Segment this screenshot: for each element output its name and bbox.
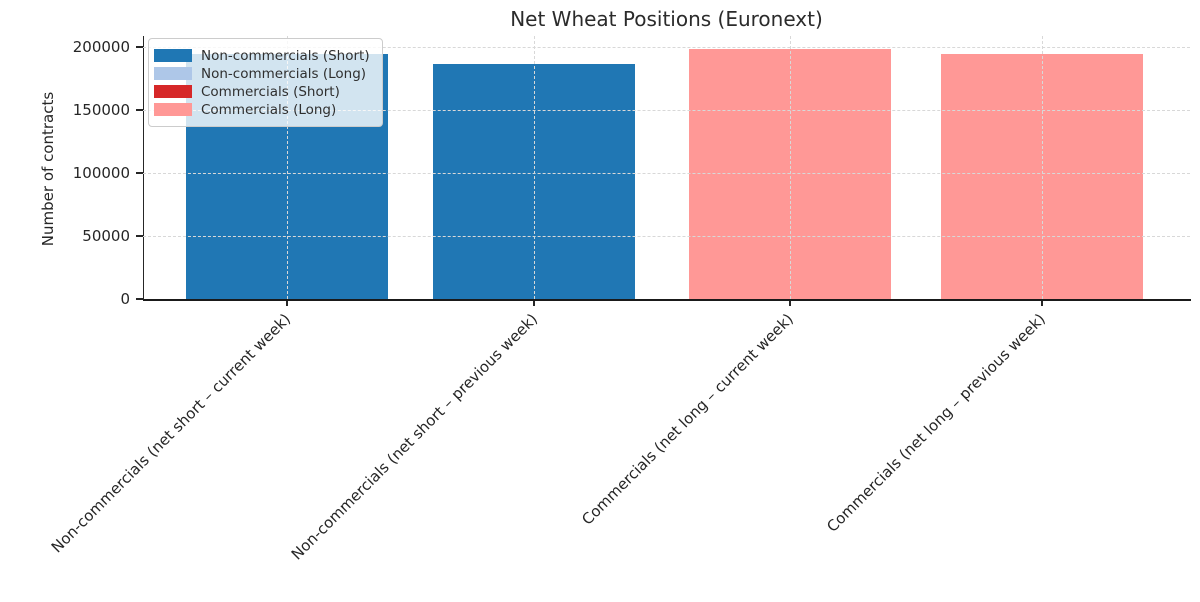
y-tick-mark: [136, 235, 143, 238]
horizontal-gridline: [143, 236, 1190, 238]
y-tick-label: 50000: [82, 227, 130, 246]
legend-entry: Commercials (Long): [154, 101, 370, 118]
legend-swatch: [154, 103, 192, 116]
x-tick-label: Non-commercials (net short – previous we…: [287, 310, 541, 564]
x-tick-mark: [1041, 301, 1043, 306]
legend-swatch: [154, 49, 192, 62]
plot-area: [143, 36, 1191, 301]
vertical-gridline: [287, 36, 288, 299]
legend-entry-label: Non-commercials (Long): [201, 65, 367, 82]
legend-entry: Non-commercials (Short): [154, 47, 370, 64]
vertical-gridline: [1042, 36, 1043, 299]
y-tick-mark: [136, 46, 143, 49]
vertical-gridline: [790, 36, 791, 299]
legend-swatch: [154, 67, 192, 80]
vertical-gridline: [534, 36, 535, 299]
y-tick-label: 100000: [72, 164, 130, 183]
x-tick-label: Commercials (net long – previous week): [823, 310, 1049, 536]
x-tick-mark: [286, 301, 288, 306]
x-tick-label: Non-commercials (net short – current wee…: [47, 310, 294, 557]
y-tick-mark: [136, 109, 143, 112]
chart-title: Net Wheat Positions (Euronext): [510, 7, 823, 31]
legend-entry-label: Commercials (Short): [201, 83, 340, 100]
horizontal-gridline: [143, 110, 1190, 112]
legend-entry-label: Commercials (Long): [201, 101, 337, 118]
x-tick-mark: [789, 301, 791, 306]
legend-swatch: [154, 85, 192, 98]
legend-entry: Non-commercials (Long): [154, 65, 370, 82]
horizontal-gridline: [143, 173, 1190, 175]
y-tick-label: 0: [120, 290, 130, 308]
legend-entry: Commercials (Short): [154, 83, 370, 100]
y-tick-mark: [136, 298, 143, 300]
x-tick-label: Commercials (net long – current week): [578, 310, 797, 529]
x-tick-mark: [533, 301, 535, 306]
horizontal-gridline: [143, 47, 1190, 49]
y-tick-mark: [136, 172, 143, 175]
y-tick-label: 150000: [72, 101, 130, 120]
legend: Non-commercials (Short) Non-commercials (…: [148, 38, 383, 127]
y-tick-label: 200000: [72, 38, 130, 57]
legend-entry-label: Non-commercials (Short): [201, 47, 370, 64]
